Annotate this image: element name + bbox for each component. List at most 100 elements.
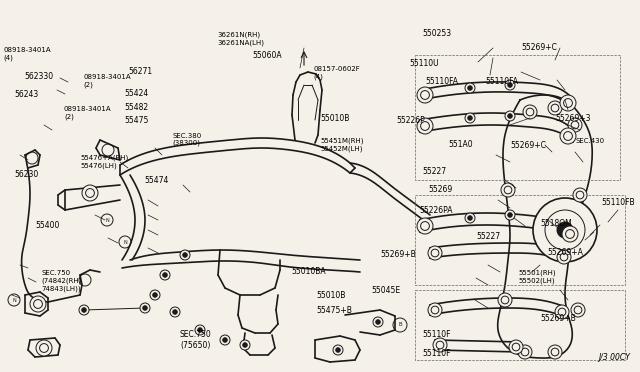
Circle shape xyxy=(501,296,509,304)
Text: SEC.430: SEC.430 xyxy=(576,138,605,144)
Circle shape xyxy=(518,345,532,359)
Circle shape xyxy=(521,348,529,356)
Circle shape xyxy=(555,305,569,319)
Text: 55474: 55474 xyxy=(144,176,168,185)
Text: 55060A: 55060A xyxy=(253,51,282,60)
Circle shape xyxy=(551,104,559,112)
Text: 55226P: 55226P xyxy=(397,116,426,125)
Circle shape xyxy=(548,101,562,115)
Circle shape xyxy=(243,343,247,347)
Circle shape xyxy=(140,303,150,313)
Circle shape xyxy=(558,308,566,316)
Text: 55110FA: 55110FA xyxy=(426,77,459,86)
Text: 55110FB: 55110FB xyxy=(602,198,636,207)
Text: 55475+B: 55475+B xyxy=(317,306,353,315)
Text: 08918-3401A
(4): 08918-3401A (4) xyxy=(3,47,51,61)
Circle shape xyxy=(82,185,98,201)
Circle shape xyxy=(420,122,429,131)
Text: 55475: 55475 xyxy=(125,116,149,125)
Text: 55400: 55400 xyxy=(35,221,60,230)
Circle shape xyxy=(420,222,429,230)
Circle shape xyxy=(420,91,429,99)
Text: 55451M(RH)
55452M(LH): 55451M(RH) 55452M(LH) xyxy=(320,138,364,152)
Circle shape xyxy=(163,273,167,277)
Circle shape xyxy=(198,328,202,332)
Circle shape xyxy=(428,246,442,260)
Text: 56230: 56230 xyxy=(14,170,38,179)
Text: 55110F: 55110F xyxy=(422,330,451,339)
Circle shape xyxy=(562,226,578,242)
Circle shape xyxy=(431,306,439,314)
Circle shape xyxy=(373,317,383,327)
Circle shape xyxy=(564,132,572,140)
Circle shape xyxy=(143,306,147,310)
Text: SEC.750
(74842(RH)
74843(LH)): SEC.750 (74842(RH) 74843(LH)) xyxy=(42,270,82,292)
Circle shape xyxy=(576,191,584,199)
Circle shape xyxy=(501,183,515,197)
Circle shape xyxy=(195,325,205,335)
Circle shape xyxy=(173,310,177,314)
Circle shape xyxy=(79,305,89,315)
Circle shape xyxy=(508,83,512,87)
Text: 55045E: 55045E xyxy=(371,286,401,295)
Circle shape xyxy=(170,307,180,317)
Circle shape xyxy=(180,250,190,260)
Circle shape xyxy=(86,189,95,198)
Circle shape xyxy=(509,340,523,354)
Circle shape xyxy=(508,213,512,217)
Text: 55110FA: 55110FA xyxy=(485,77,518,86)
Circle shape xyxy=(571,303,585,317)
Circle shape xyxy=(504,186,512,194)
Circle shape xyxy=(526,108,534,116)
Text: 55269: 55269 xyxy=(429,185,453,194)
Circle shape xyxy=(465,83,475,93)
Text: 55227: 55227 xyxy=(477,232,501,241)
Circle shape xyxy=(498,293,512,307)
Circle shape xyxy=(574,306,582,314)
Text: 55269+A: 55269+A xyxy=(547,248,583,257)
Circle shape xyxy=(376,320,380,324)
Text: 551A0: 551A0 xyxy=(448,140,472,149)
Text: 55226PA: 55226PA xyxy=(419,206,452,215)
Circle shape xyxy=(523,105,537,119)
Circle shape xyxy=(240,340,250,350)
Circle shape xyxy=(160,270,170,280)
Circle shape xyxy=(40,344,49,352)
Circle shape xyxy=(505,111,515,121)
Circle shape xyxy=(220,335,230,345)
Circle shape xyxy=(183,253,188,257)
Circle shape xyxy=(560,253,568,261)
Text: 55010B: 55010B xyxy=(320,114,349,123)
Text: 55269+B: 55269+B xyxy=(381,250,417,259)
Circle shape xyxy=(436,341,444,349)
Text: 562330: 562330 xyxy=(24,72,54,81)
Text: 55010B: 55010B xyxy=(317,291,346,300)
Circle shape xyxy=(568,118,582,132)
Circle shape xyxy=(505,210,515,220)
Circle shape xyxy=(223,338,227,342)
Circle shape xyxy=(512,343,520,351)
Text: 08157-0602F
(4): 08157-0602F (4) xyxy=(314,66,360,80)
Text: 55269+C: 55269+C xyxy=(522,43,557,52)
Circle shape xyxy=(571,121,579,129)
Text: SEC.750
(75650): SEC.750 (75650) xyxy=(179,330,211,350)
Circle shape xyxy=(551,348,559,356)
Circle shape xyxy=(533,198,597,262)
Text: 550253: 550253 xyxy=(422,29,452,38)
Circle shape xyxy=(34,299,42,308)
Text: 08918-3401A
(2): 08918-3401A (2) xyxy=(64,106,111,121)
Text: 55227: 55227 xyxy=(422,167,447,176)
Text: 55424: 55424 xyxy=(125,89,149,97)
Circle shape xyxy=(465,113,475,123)
Text: 55010BA: 55010BA xyxy=(291,267,326,276)
Circle shape xyxy=(508,114,512,118)
Circle shape xyxy=(417,218,433,234)
Text: SEC.380
(38300): SEC.380 (38300) xyxy=(173,132,202,147)
Circle shape xyxy=(557,250,571,264)
Circle shape xyxy=(431,249,439,257)
Text: 55501(RH)
55502(LH): 55501(RH) 55502(LH) xyxy=(518,270,556,284)
Circle shape xyxy=(545,210,585,250)
Text: B: B xyxy=(398,323,402,327)
Circle shape xyxy=(505,80,515,90)
Circle shape xyxy=(433,338,447,352)
